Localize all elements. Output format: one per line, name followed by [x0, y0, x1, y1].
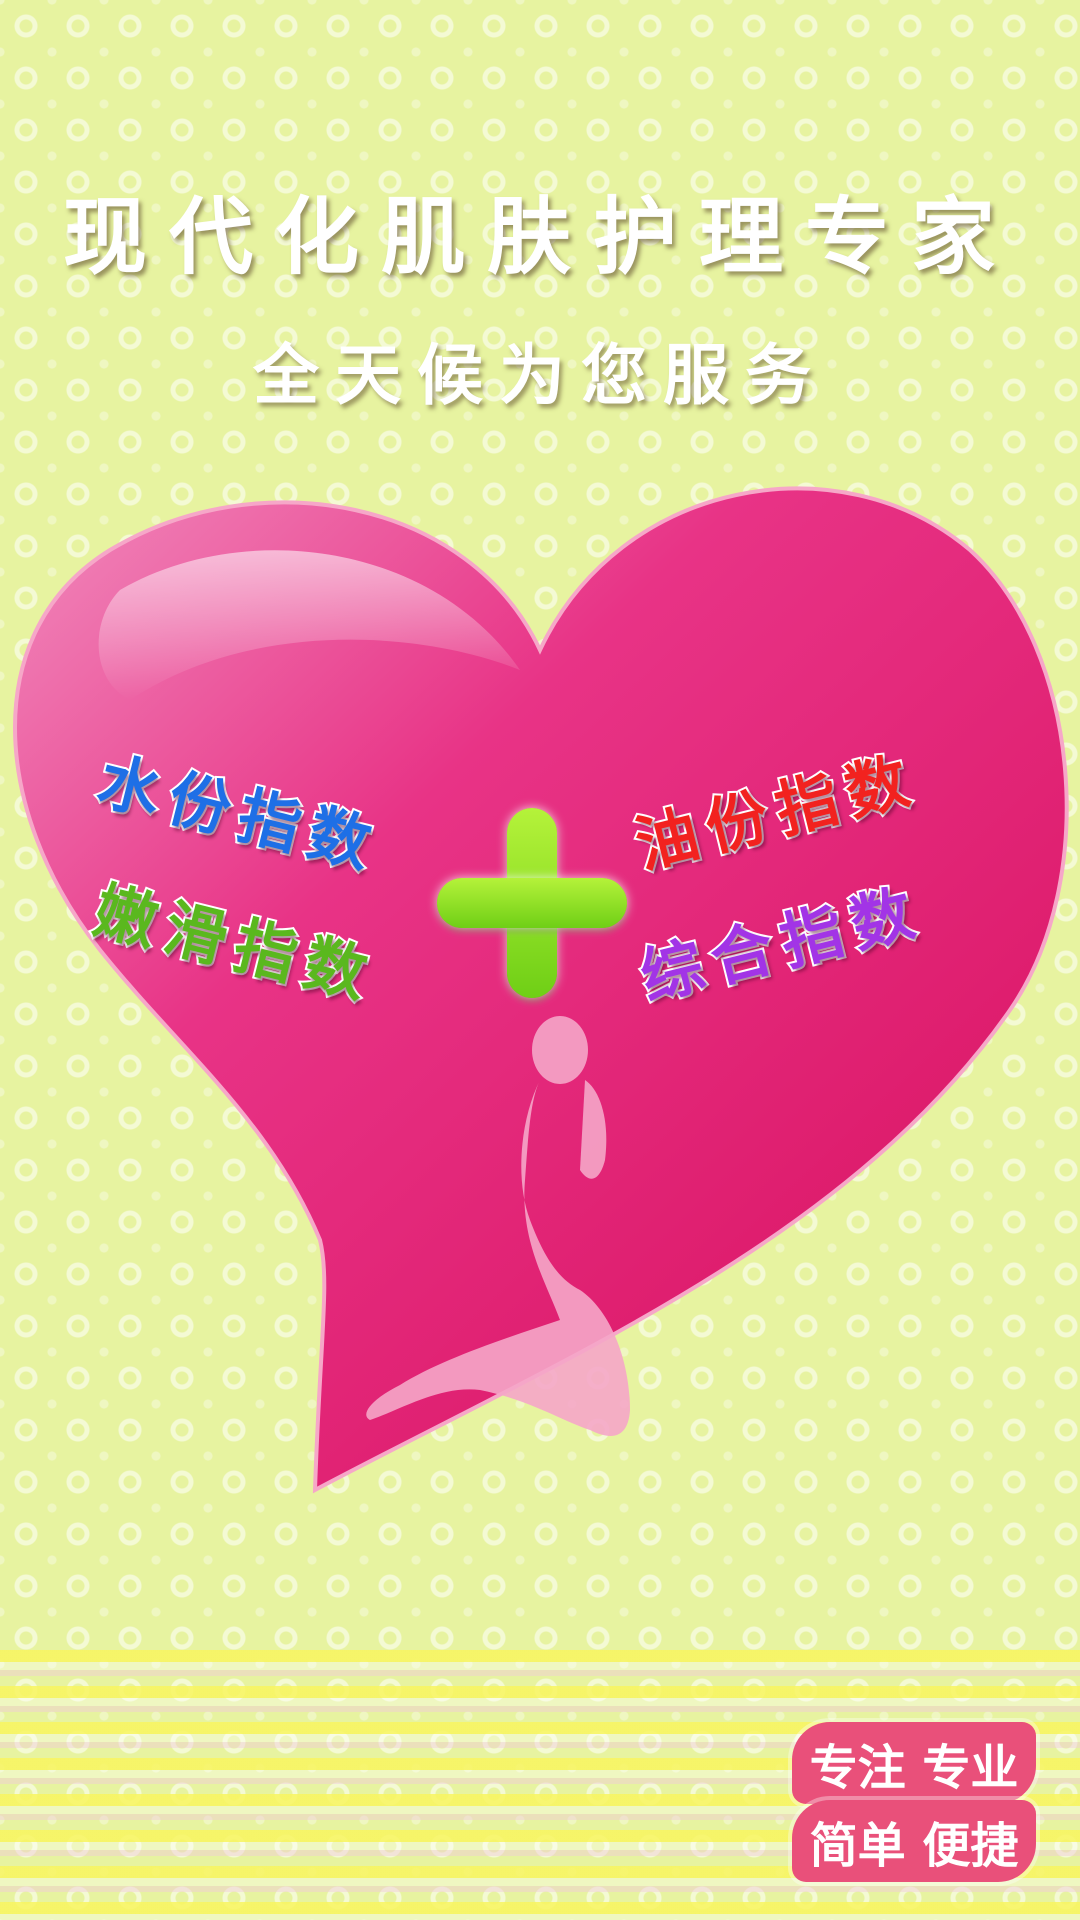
plus-icon — [437, 808, 627, 998]
woman-silhouette — [366, 1016, 630, 1436]
badge-focus-professional: 专注 专业 — [792, 1722, 1036, 1804]
headline: 现代化肌肤护理专家 — [62, 188, 1017, 286]
subheadline: 全天候为您服务 — [253, 337, 827, 414]
plus-icon-horizontal — [437, 878, 627, 928]
heart-gloss — [98, 550, 521, 700]
badge-simple-convenient: 简单 便捷 — [792, 1800, 1036, 1882]
